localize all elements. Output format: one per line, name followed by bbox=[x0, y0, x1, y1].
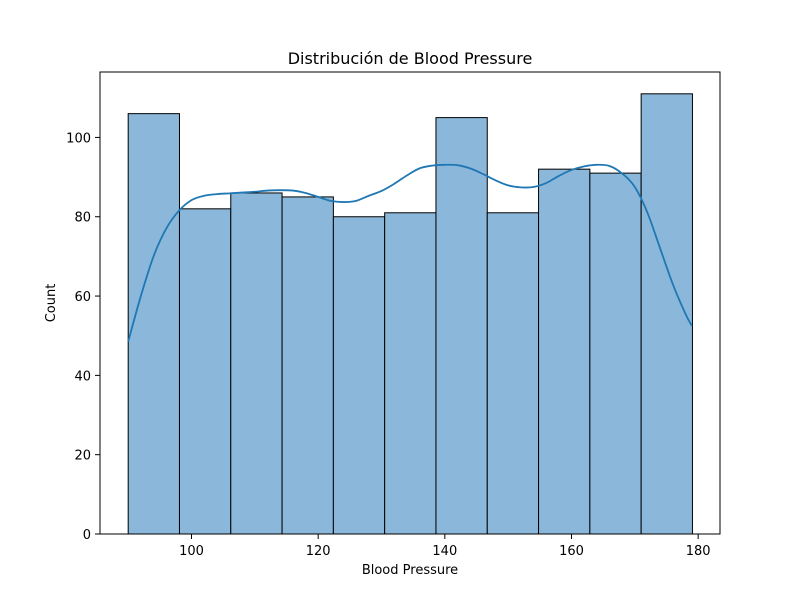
histogram-bar-5 bbox=[332, 216, 386, 535]
histogram-bar-2 bbox=[178, 208, 232, 535]
x-tick-label: 180 bbox=[686, 544, 711, 559]
y-tick-label: 100 bbox=[66, 131, 91, 146]
x-tick-label: 140 bbox=[432, 544, 457, 559]
histogram-bar-7 bbox=[435, 117, 488, 535]
y-axis-ticks: 0 20 40 60 80 100 bbox=[66, 131, 100, 543]
x-axis-title: Blood Pressure bbox=[362, 563, 458, 578]
x-axis-ticks: 100 120 140 160 180 bbox=[179, 534, 711, 559]
chart-title: Distribución de Blood Pressure bbox=[288, 49, 533, 68]
plot-area-frame bbox=[99, 71, 721, 535]
y-tick-label: 60 bbox=[74, 290, 91, 305]
y-axis-title: Count bbox=[44, 284, 59, 323]
histogram-bar-9 bbox=[538, 168, 591, 535]
y-tick-label: 80 bbox=[74, 211, 91, 226]
histogram-bar-8 bbox=[486, 212, 540, 535]
y-tick-label: 0 bbox=[83, 528, 91, 543]
histogram-bar-10 bbox=[589, 172, 642, 535]
kde-line bbox=[127, 163, 693, 342]
y-tick-label: 40 bbox=[74, 369, 91, 384]
histogram-bar-6 bbox=[384, 212, 437, 535]
histogram-bar-11 bbox=[640, 93, 693, 535]
x-tick-label: 120 bbox=[306, 544, 331, 559]
histogram-bar-4 bbox=[281, 196, 334, 535]
x-tick-label: 100 bbox=[179, 544, 204, 559]
y-tick-label: 20 bbox=[74, 449, 91, 464]
x-tick-label: 160 bbox=[559, 544, 584, 559]
histogram-bar-3 bbox=[230, 192, 283, 535]
histogram-bar-1 bbox=[127, 113, 180, 535]
kde-curve-group bbox=[127, 163, 693, 342]
bars-group bbox=[127, 93, 693, 535]
